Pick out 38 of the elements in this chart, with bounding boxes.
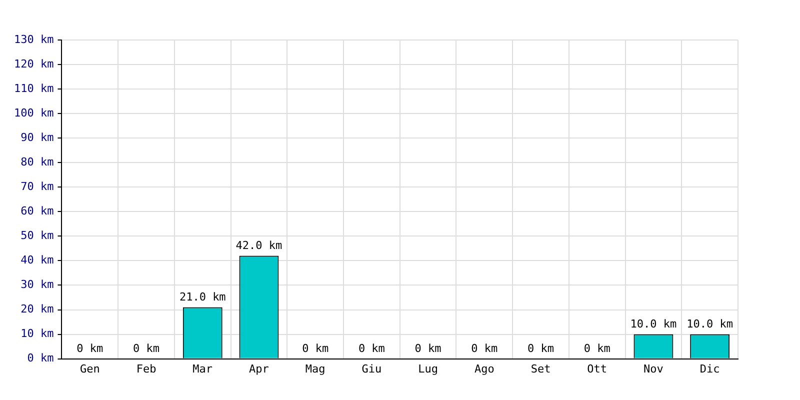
- y-tick-label: 10 km: [20, 327, 54, 340]
- data-label: 0 km: [302, 342, 329, 356]
- y-tick-label: 50 km: [20, 229, 54, 242]
- x-tick-label: Gen: [80, 362, 100, 376]
- data-label: 0 km: [414, 342, 442, 356]
- x-tick-label: Dic: [700, 362, 720, 376]
- y-tick-label: 20 km: [20, 302, 54, 316]
- data-label: 0 km: [358, 342, 386, 356]
- x-tick-label: Giu: [362, 362, 382, 376]
- x-tick-label: Feb: [136, 362, 156, 376]
- y-tick-label: 120 km: [14, 57, 54, 70]
- data-label: 0 km: [471, 342, 498, 356]
- data-label: 0 km: [528, 342, 554, 356]
- data-label: 0 km: [133, 342, 160, 356]
- x-tick-label: Lug: [418, 362, 438, 376]
- data-label: 21.0 km: [179, 290, 226, 304]
- y-tick-label: 70 km: [20, 180, 54, 193]
- y-tick-label: 30 km: [20, 278, 54, 292]
- data-label: 0 km: [76, 342, 104, 356]
- x-tick-label: Mag: [305, 362, 326, 376]
- y-tick-label: 100 km: [14, 106, 54, 120]
- data-label: 10.0 km: [630, 318, 678, 331]
- data-label: 42.0 km: [236, 239, 283, 252]
- y-tick-label: 130 km: [14, 32, 54, 46]
- y-tick-label: 90 km: [20, 130, 54, 144]
- x-tick-label: Ago: [474, 362, 494, 376]
- x-tick-label: Mar: [192, 362, 213, 376]
- data-label: 0 km: [584, 342, 611, 356]
- data-label: 10.0 km: [686, 318, 734, 331]
- y-tick-label: 0 km: [27, 352, 54, 365]
- y-tick-label: 110 km: [14, 82, 54, 95]
- x-tick-label: Set: [530, 362, 551, 376]
- x-tick-label: Apr: [249, 362, 270, 376]
- x-tick-label: Nov: [644, 362, 664, 376]
- x-tick-label: Ott: [587, 362, 608, 376]
- y-tick-label: 80 km: [20, 155, 54, 168]
- y-tick-label: 60 km: [20, 204, 54, 218]
- y-tick-label: 40 km: [20, 254, 54, 267]
